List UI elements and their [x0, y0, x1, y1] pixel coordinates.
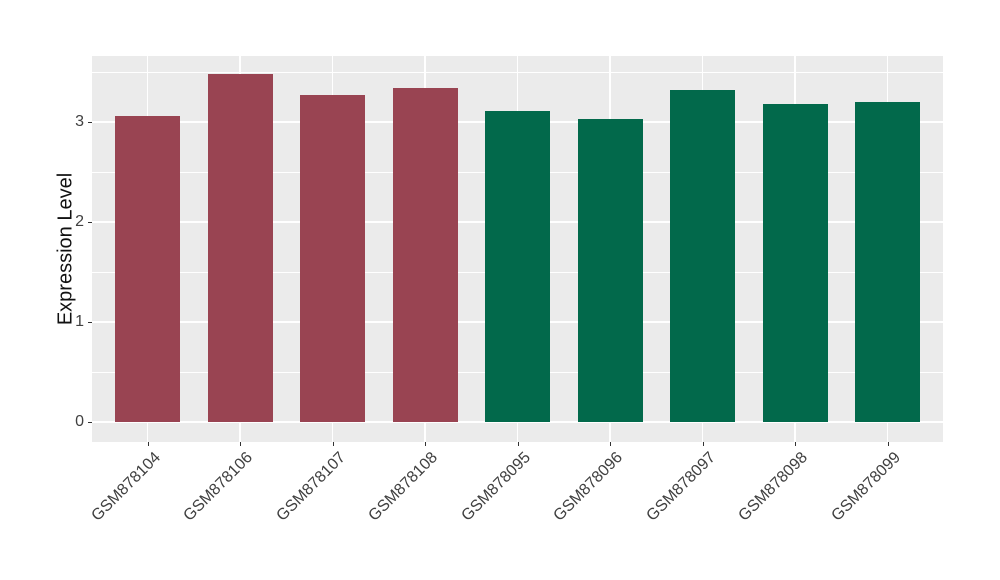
- x-tick-mark: [610, 442, 611, 446]
- plot-panel: [92, 56, 943, 442]
- x-tick-mark: [240, 442, 241, 446]
- x-tick-label-GSM878095: GSM878095: [457, 449, 534, 525]
- x-tick-label-GSM878097: GSM878097: [642, 449, 719, 525]
- bar-GSM878104: [115, 116, 180, 422]
- x-tick-label-GSM878098: GSM878098: [735, 449, 812, 525]
- y-axis-title: Expression Level: [54, 172, 77, 326]
- bar-GSM878098: [762, 104, 828, 422]
- x-tick-label-GSM878108: GSM878108: [365, 449, 442, 525]
- x-tick-label-GSM878096: GSM878096: [550, 449, 627, 525]
- y-tick-label: 1: [75, 313, 84, 330]
- x-tick-mark: [425, 442, 426, 446]
- x-tick-label-GSM878104: GSM878104: [87, 449, 164, 525]
- bar-GSM878095: [485, 111, 550, 422]
- bar-GSM878106: [207, 74, 273, 422]
- x-tick-mark: [795, 442, 796, 446]
- bar-GSM878097: [670, 90, 735, 422]
- y-tick-mark: [88, 422, 92, 423]
- x-tick-mark: [887, 442, 889, 446]
- x-tick-label-GSM878106: GSM878106: [180, 449, 257, 525]
- y-tick-mark: [88, 322, 92, 323]
- x-tick-label-GSM878099: GSM878099: [827, 449, 904, 525]
- y-tick-mark: [88, 222, 92, 223]
- x-tick-mark: [702, 442, 704, 446]
- y-tick-label: 2: [75, 213, 84, 230]
- x-tick-mark: [147, 442, 149, 446]
- bar-GSM878096: [577, 119, 643, 422]
- x-tick-mark: [332, 442, 334, 446]
- bar-GSM878099: [855, 102, 920, 422]
- y-tick-label: 3: [75, 113, 84, 130]
- bar-GSM878107: [300, 95, 365, 422]
- x-tick-mark: [517, 442, 519, 446]
- y-tick-mark: [88, 122, 92, 123]
- x-tick-label-GSM878107: GSM878107: [272, 449, 349, 525]
- y-tick-label: 0: [75, 413, 84, 430]
- bar-GSM878108: [392, 88, 458, 422]
